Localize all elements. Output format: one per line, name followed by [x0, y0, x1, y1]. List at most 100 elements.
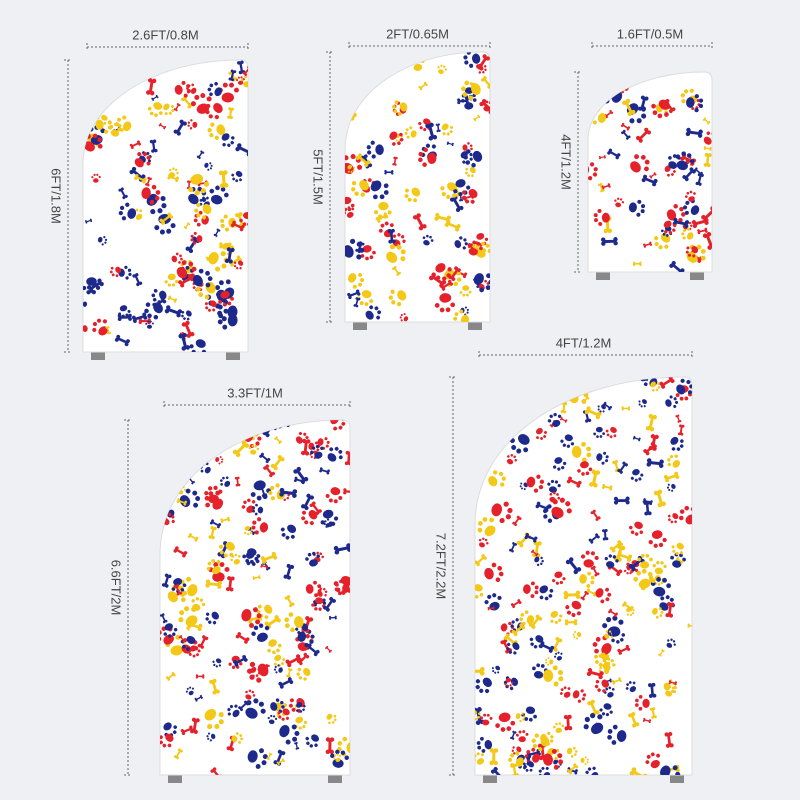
bone-end [615, 469, 619, 473]
paw-toe [558, 670, 564, 676]
bone-shaft [184, 223, 190, 229]
paw-pad [192, 121, 198, 128]
paw [552, 571, 566, 585]
bone-shaft [703, 208, 712, 220]
paw-toe [507, 455, 510, 458]
bone-shaft [207, 582, 220, 587]
paw-pad [640, 561, 650, 569]
paw-pad [423, 118, 431, 126]
paw-pad [550, 610, 559, 618]
bone-end [531, 625, 536, 629]
paw-toe [188, 187, 194, 193]
bone-end [602, 189, 605, 192]
paw-toe [366, 145, 371, 150]
paw-toe [95, 285, 101, 290]
paw-pad [601, 404, 606, 410]
paw-pad [287, 524, 297, 533]
paw-pad [386, 251, 398, 263]
paw [545, 657, 554, 666]
bone-shaft [262, 554, 276, 562]
bone-end [138, 320, 142, 325]
bone-shaft [513, 625, 524, 634]
paw-toe [239, 662, 243, 666]
paw-toe [610, 659, 614, 663]
paw [625, 681, 637, 693]
paw-toe [364, 302, 369, 307]
paw [650, 381, 661, 392]
paw-toe [209, 133, 214, 138]
bone-shaft [614, 461, 619, 471]
bone-end [355, 304, 359, 308]
paw-toe [457, 277, 462, 282]
paw-toe [196, 213, 201, 218]
bone-end [567, 769, 571, 773]
bone-end [295, 741, 298, 744]
bone-end [304, 505, 309, 511]
paw-pad [534, 556, 540, 563]
bone-end [458, 193, 461, 196]
bone-end [147, 176, 150, 180]
paw-toe [303, 677, 307, 681]
paw-toe [547, 657, 550, 660]
bone-shaft [609, 150, 619, 158]
paw-toe [234, 87, 239, 93]
bone-end [357, 297, 361, 301]
bone-shaft [568, 478, 580, 486]
bone-end [674, 681, 678, 684]
bone-end [680, 156, 685, 161]
bone-shaft [566, 621, 576, 624]
bone-end [602, 537, 606, 541]
bone-end [307, 643, 312, 648]
bone-end [587, 701, 592, 706]
paw [495, 712, 516, 732]
bone-end [178, 280, 183, 285]
bone-shaft [161, 214, 171, 223]
bone [601, 483, 613, 491]
bone [183, 222, 191, 230]
paw-toe [684, 396, 689, 401]
paw-pad [190, 174, 204, 185]
bone-end [505, 649, 509, 654]
paw-pad [495, 665, 501, 671]
bone-end [229, 116, 233, 120]
bone-shaft [357, 155, 369, 165]
paw-toe [547, 518, 553, 523]
bone-end [652, 182, 657, 187]
bone-end [697, 172, 702, 177]
paw [650, 577, 672, 597]
paw-toe [442, 132, 446, 136]
bone-end [568, 771, 573, 775]
bone-end [205, 583, 210, 588]
paw-toe [465, 293, 469, 297]
paw-toe [586, 452, 592, 458]
bone-end [297, 747, 300, 750]
bone-end [596, 572, 600, 576]
paw-toe [674, 454, 678, 458]
paw-toe [406, 135, 410, 139]
bone-end [625, 98, 631, 104]
paw-pad [439, 293, 452, 303]
paw-pad [583, 559, 594, 568]
paw-toe [240, 76, 243, 79]
paw-toe [274, 665, 277, 669]
paw-toe [679, 509, 685, 514]
paw [534, 556, 544, 567]
paw-toe [461, 86, 466, 92]
paw-toe [465, 171, 468, 175]
paw-pad [209, 300, 217, 308]
bone [196, 150, 205, 160]
paw-pad [204, 708, 217, 721]
paw-toe [633, 576, 639, 582]
paw [145, 320, 154, 329]
paw-toe [255, 619, 261, 625]
paw-toe [587, 571, 592, 576]
paw-toe [338, 425, 343, 430]
bone-shaft [659, 650, 664, 656]
paw-pad [270, 702, 278, 711]
bone [319, 467, 330, 475]
paw-pad [141, 187, 151, 199]
bone-end [483, 76, 487, 80]
paw-toe [243, 500, 247, 505]
bone-end [267, 566, 271, 570]
paw-toe [461, 195, 466, 200]
